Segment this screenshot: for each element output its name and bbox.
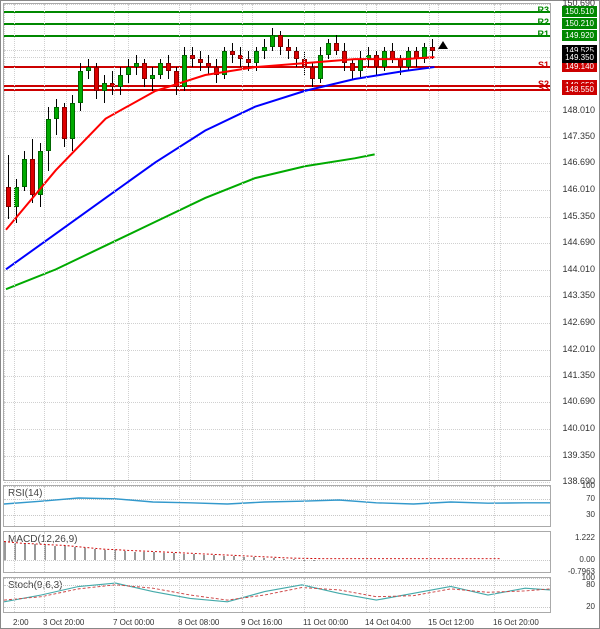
resistance-label: R3 [537,5,549,15]
x-tick-label: 3 Oct 20:00 [43,618,84,627]
x-tick-label: 2:00 [13,618,29,627]
macd-axis: 1.2220.00-0.7963 [551,531,597,573]
support-line [4,89,550,91]
rsi-panel[interactable]: RSI(14) [3,485,551,527]
y-tick-label: 140.010 [562,423,595,433]
stoch-panel[interactable]: Stoch(9,6,3) [3,577,551,613]
macd-tick: 0.00 [579,555,595,564]
macd-bar [183,554,185,560]
macd-bar [263,558,265,560]
macd-bar [193,554,195,560]
price-panel[interactable] [3,3,551,481]
macd-bar [143,552,145,560]
macd-bar [124,551,126,560]
macd-bar [253,557,255,560]
resistance-price: 150.510 [562,6,597,17]
macd-bar [64,546,66,560]
macd-panel[interactable]: MACD(12,26,9) [3,531,551,573]
macd-bar [34,544,36,560]
support-price: 148.550 [562,84,597,95]
y-tick-label: 142.010 [562,344,595,354]
rsi-tick: 30 [586,510,595,519]
macd-bar [283,559,285,560]
macd-bar [233,556,235,560]
resistance-label: R1 [537,29,549,39]
x-tick-label: 14 Oct 04:00 [365,618,411,627]
macd-bar [163,553,165,560]
resistance-line [4,35,550,37]
y-tick-label: 140.690 [562,396,595,406]
macd-bar [4,542,6,560]
macd-bar [153,552,155,560]
resistance-price: 149.920 [562,30,597,41]
y-tick-label: 143.350 [562,290,595,300]
support-label: S1 [538,60,549,70]
x-tick-label: 11 Oct 00:00 [303,618,348,627]
macd-bar [273,558,275,560]
y-tick-label: 144.690 [562,237,595,247]
support-label: S3 [538,83,549,93]
macd-bar [104,550,106,560]
macd-bar [74,547,76,560]
x-tick-label: 15 Oct 12:00 [428,618,474,627]
y-tick-label: 139.350 [562,450,595,460]
support-line [4,85,550,87]
resistance-line [4,11,550,13]
price-arrow-icon [438,41,448,49]
y-tick-label: 147.350 [562,131,595,141]
stoch-tick: 20 [586,602,595,611]
chart-container: 150.690150.510150.210149.920149.525149.3… [0,0,600,629]
x-tick-label: 9 Oct 16:00 [241,618,282,627]
rsi-tick: 100 [582,481,595,490]
macd-bar [84,548,86,560]
resistance-price: 150.210 [562,18,597,29]
macd-bar [213,555,215,560]
y-tick-label: 142.690 [562,317,595,327]
y-axis: 150.690150.510150.210149.920149.525149.3… [551,3,597,481]
macd-bar [94,549,96,560]
rsi-axis: 3070100 [551,485,597,527]
y-tick-label: 148.010 [562,105,595,115]
macd-tick: 1.222 [575,533,595,542]
stoch-axis: 2080100 [551,577,597,613]
x-tick-label: 8 Oct 08:00 [178,618,219,627]
rsi-tick: 70 [586,494,595,503]
x-axis: 2:00 3 Oct 20:00 7 Oct 00:00 8 Oct 08:00 9 O… [3,614,551,628]
resistance-label: R2 [537,17,549,27]
macd-bar [173,553,175,560]
y-tick-label: 146.010 [562,184,595,194]
macd-bar [293,559,295,560]
y-tick-label: 144.010 [562,264,595,274]
macd-bar [24,544,26,560]
stoch-tick: 100 [582,573,595,582]
macd-label: MACD(12,26,9) [8,534,77,545]
y-tick-label: 146.690 [562,157,595,167]
resistance-line [4,23,550,25]
current-price: 149.350 [562,52,597,63]
y-tick-label: 145.350 [562,211,595,221]
macd-bar [134,552,136,560]
y-tick-label: 141.350 [562,370,595,380]
macd-bar [54,546,56,560]
macd-bar [203,555,205,560]
macd-bar [243,557,245,560]
macd-bar [223,556,225,560]
x-tick-label: 16 Oct 20:00 [493,618,539,627]
x-tick-label: 7 Oct 00:00 [113,618,154,627]
